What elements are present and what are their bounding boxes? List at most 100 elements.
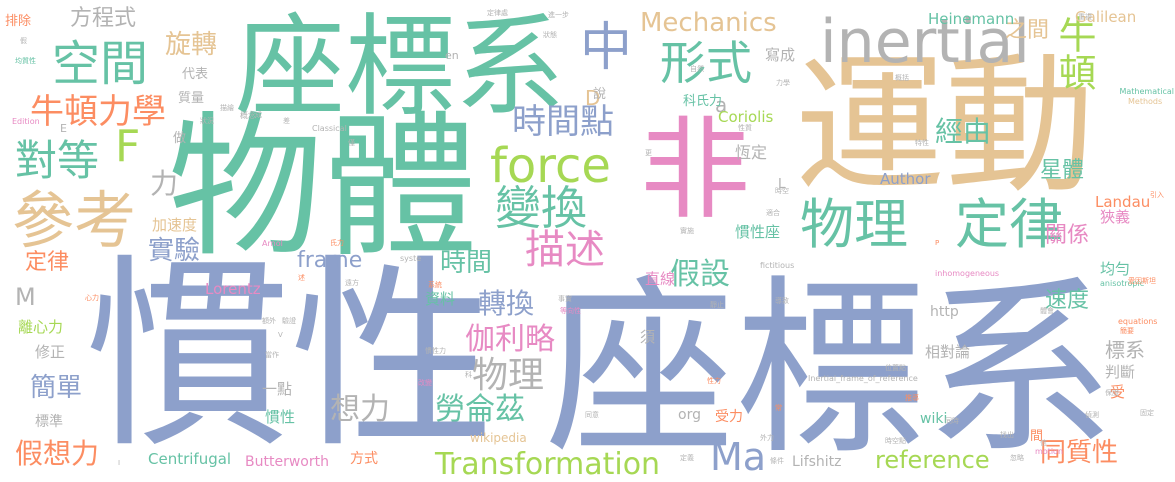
word: Arnol bbox=[262, 239, 283, 248]
word: 成 bbox=[255, 111, 262, 119]
word: 慣性 bbox=[265, 408, 296, 426]
word: 變換 bbox=[495, 181, 587, 235]
word: 保證 bbox=[1105, 389, 1119, 397]
word: F bbox=[115, 121, 141, 172]
word: 勞侖茲 bbox=[435, 392, 525, 427]
word: 引入 bbox=[1150, 191, 1164, 199]
word: 物理 bbox=[800, 193, 908, 256]
word: 同質性 bbox=[1040, 438, 1119, 468]
word: 時空點 bbox=[885, 437, 906, 445]
word: 慣性力 bbox=[425, 347, 446, 355]
word: Butterworth bbox=[245, 454, 329, 470]
word: 物理 bbox=[472, 355, 545, 396]
word: anisotropic bbox=[1100, 279, 1145, 288]
word: 氏力 bbox=[330, 239, 344, 247]
word: 簡要 bbox=[1120, 327, 1134, 335]
word: V bbox=[278, 331, 283, 339]
word: E bbox=[60, 122, 67, 135]
word: 對等 bbox=[15, 136, 100, 185]
word: 假想力 bbox=[15, 437, 100, 470]
word: 實施 bbox=[680, 227, 694, 235]
word: Author bbox=[880, 170, 931, 188]
word: org bbox=[678, 407, 701, 423]
word: Mathematical bbox=[1119, 87, 1174, 96]
word: 位置點 bbox=[885, 364, 906, 372]
word: inertial bbox=[820, 7, 1030, 77]
word: 牛頓 bbox=[1052, 15, 1096, 91]
word: 代表 bbox=[182, 67, 209, 82]
word: 時間點 bbox=[512, 102, 614, 142]
word: 改變 bbox=[418, 379, 432, 387]
word: a bbox=[715, 93, 728, 117]
word: 非 bbox=[640, 106, 750, 234]
word: 僅 bbox=[348, 139, 355, 147]
word: 差 bbox=[283, 117, 290, 125]
word: 修正 bbox=[35, 343, 66, 361]
word: 科 bbox=[465, 371, 472, 379]
word: 資料 bbox=[425, 290, 456, 308]
word: 判斷 bbox=[1105, 363, 1136, 381]
word: en bbox=[445, 49, 459, 62]
word: 直線 bbox=[645, 270, 676, 288]
word: 事實 bbox=[558, 295, 572, 303]
word: 受 bbox=[1110, 383, 1126, 401]
word: I bbox=[118, 459, 121, 467]
word: 座標系 bbox=[545, 259, 1116, 480]
word: 固定 bbox=[1140, 409, 1154, 417]
word: 定律處 bbox=[487, 9, 508, 17]
word: Transformation bbox=[435, 447, 661, 482]
word: 定律 bbox=[955, 193, 1063, 256]
word: reference bbox=[875, 446, 990, 474]
word: 標準 bbox=[35, 414, 63, 430]
word: 時間 bbox=[440, 248, 493, 278]
word: 簡單 bbox=[30, 373, 83, 403]
word: 慣性座 bbox=[735, 223, 781, 241]
word: Ma bbox=[710, 435, 767, 479]
word: 同意 bbox=[585, 411, 599, 419]
word: 推導 bbox=[905, 394, 919, 402]
word: L bbox=[778, 177, 786, 192]
word: 運動 bbox=[795, 40, 1096, 214]
word: 中 bbox=[580, 18, 633, 78]
word: 一點 bbox=[262, 380, 293, 398]
word: 性力 bbox=[707, 377, 721, 385]
word: 之間 bbox=[1005, 18, 1050, 43]
word: 方式 bbox=[350, 451, 378, 467]
word: Landau bbox=[1095, 193, 1151, 211]
word: 速度 bbox=[1045, 288, 1090, 313]
word: 物體 bbox=[168, 97, 478, 278]
word: 述 bbox=[298, 274, 305, 282]
word: 伽利略 bbox=[465, 322, 555, 357]
word: 相對論 bbox=[925, 343, 971, 361]
word: 體會 bbox=[1040, 307, 1054, 315]
word: 受力 bbox=[715, 409, 743, 425]
word: wikipedia bbox=[470, 431, 527, 445]
word: 座標系 bbox=[235, 3, 565, 131]
word: 額外 bbox=[262, 317, 276, 325]
word: 加速度 bbox=[152, 216, 198, 234]
word: 常 bbox=[775, 404, 782, 412]
word: 轉換 bbox=[478, 287, 535, 320]
word: 概括 bbox=[895, 74, 909, 82]
word: 信 bbox=[1040, 439, 1047, 447]
word: 慣性 bbox=[85, 238, 495, 476]
word: 定律 bbox=[25, 250, 70, 275]
word: 驗證 bbox=[282, 317, 296, 325]
word: Galilean bbox=[1075, 8, 1137, 26]
word: 參考 bbox=[12, 184, 137, 257]
word: 等向性 bbox=[560, 307, 581, 315]
word: 實驗 bbox=[148, 236, 201, 266]
word: 空間 bbox=[52, 36, 149, 92]
word: 須 bbox=[640, 328, 656, 346]
word: Heinemann bbox=[928, 10, 1015, 28]
word: 狀態 bbox=[543, 31, 557, 39]
word: 標系 bbox=[1105, 338, 1145, 362]
word: 力 bbox=[150, 167, 179, 200]
word: 時空 bbox=[775, 187, 789, 195]
word: wiki bbox=[920, 411, 948, 427]
word: 恆定 bbox=[735, 143, 768, 162]
word: P bbox=[935, 239, 940, 247]
word: 間 bbox=[1030, 429, 1044, 444]
word: force bbox=[490, 138, 611, 194]
word: 適合 bbox=[766, 209, 780, 217]
